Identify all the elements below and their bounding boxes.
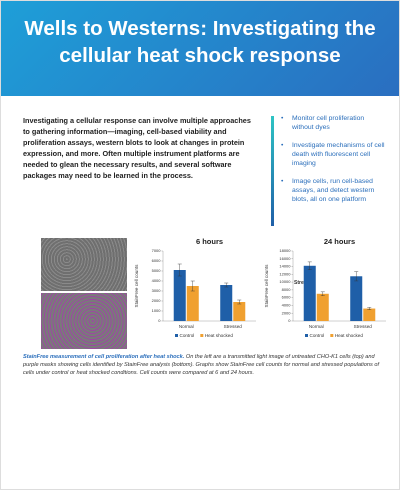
bar [303,265,316,321]
chart-title: 6 hours [196,237,223,246]
x-tick-label: Stressed [224,324,243,329]
y-tick-label: 6000 [282,295,292,300]
legend-swatch [200,334,204,337]
accent-bar [271,116,274,226]
mask-image [41,293,127,349]
bullet: Image cells, run cell-based assays, and … [281,177,386,204]
bar [220,285,233,321]
legend-swatch [175,334,178,337]
bullet-list: Monitor cell proliferation without dyes … [281,114,386,213]
y-tick-label: 6000 [152,258,162,263]
error-bar [237,299,242,305]
error-bar [224,282,229,288]
x-tick-label: Stressed [354,324,373,329]
bar [316,293,329,321]
bar [173,270,186,321]
chart-title: 24 hours [324,237,355,246]
y-tick-label: 14000 [279,264,291,269]
bar [233,302,246,321]
error-bar [307,261,312,270]
y-tick-label: 2000 [152,298,162,303]
error-bar [354,271,359,282]
y-axis-label: StainFree cell counts [264,264,269,308]
error-bar [367,307,372,310]
y-tick-label: 5000 [152,268,162,273]
y-tick-label: 3000 [152,288,162,293]
bullet: Investigate mechanisms of cell death wit… [281,141,386,168]
banner: Wells to Westerns: Investigating the cel… [1,1,399,96]
bar [350,276,363,321]
intro-text: Investigating a cellular response can in… [23,116,251,180]
y-tick-label: 18000 [279,248,291,253]
brightfield-image [41,238,127,291]
bullet: Monitor cell proliferation without dyes [281,114,386,132]
caption-text: On the left are a transmitted light imag… [23,354,379,376]
chart: 6 hours StainFree cell counts 0 1000 2000 300… [134,237,256,338]
error-bar [320,291,325,296]
caption: StainFree measurement of cell proliferat… [23,353,383,377]
legend-swatch [305,334,308,337]
y-tick-label: 7000 [152,248,162,253]
y-tick-label: 1000 [152,308,162,313]
chart: 24 hours StainFree cell counts Stressed 0 20… [264,237,386,338]
legend-swatch [330,334,334,337]
y-tick-label: 8000 [282,287,292,292]
y-tick-label: 4000 [282,303,292,308]
caption-lead: StainFree measurement of cell proliferat… [23,354,185,360]
y-tick-label: 0 [158,318,161,323]
y-tick-label: 16000 [279,256,291,261]
x-tick-label: Normal [309,324,324,329]
error-bar [190,280,195,292]
y-tick-label: 2000 [282,310,292,315]
title: Wells to Westerns: Investigating the cel… [24,17,376,67]
y-axis-label: StainFree cell counts [134,264,139,308]
legend-label: Heat shocked [335,333,364,338]
y-tick-label: 10000 [279,279,291,284]
bar [186,286,199,321]
legend-label: Control [310,333,325,338]
bar [363,308,376,321]
legend-label: Heat shocked [205,333,234,338]
error-bar [177,263,182,277]
y-tick-label: 12000 [279,271,291,276]
x-tick-label: Normal [179,324,194,329]
y-tick-label: 4000 [152,278,162,283]
y-tick-label: 0 [288,318,291,323]
legend-label: Control [180,333,195,338]
